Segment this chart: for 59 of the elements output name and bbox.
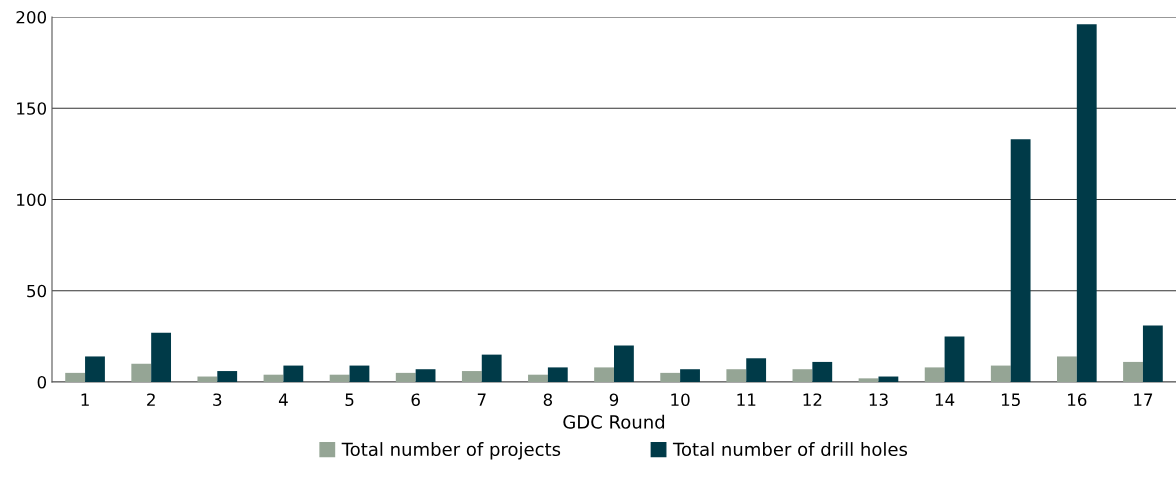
y-tick-label: 200 <box>16 10 47 24</box>
x-tick-label: 10 <box>671 393 690 407</box>
legend-label: Total number of projects <box>341 442 561 460</box>
bar <box>263 374 284 382</box>
legend-label: Total number of drill holes <box>672 442 908 457</box>
bar <box>283 365 304 382</box>
bar <box>65 372 86 382</box>
bar <box>528 374 548 382</box>
bar <box>131 363 152 382</box>
bar <box>858 378 879 382</box>
bar <box>746 358 767 382</box>
bar <box>792 369 813 382</box>
x-tick-label: 15 <box>1001 393 1020 407</box>
bar <box>878 376 899 382</box>
bar <box>660 372 681 382</box>
y-tick-label: 50 <box>27 284 47 298</box>
x-tick-label: 13 <box>869 393 888 407</box>
x-tick-label: 8 <box>543 393 553 407</box>
bar <box>1142 325 1163 382</box>
bar <box>349 365 370 382</box>
x-tick-label: 16 <box>1068 393 1087 407</box>
bar <box>415 369 436 382</box>
bar <box>197 376 218 382</box>
bar <box>1056 356 1077 382</box>
bar <box>481 354 502 382</box>
x-axis-title: GDC Round <box>563 414 665 429</box>
y-tick-label: 150 <box>17 102 47 115</box>
x-tick-label: 2 <box>147 393 155 406</box>
bar <box>726 369 747 382</box>
bar <box>329 374 350 382</box>
x-tick-label: 14 <box>935 393 955 406</box>
x-tick-label: 6 <box>411 393 420 407</box>
bar <box>594 367 614 382</box>
x-tick-label: 7 <box>477 393 486 406</box>
bar <box>395 372 416 382</box>
bar <box>1123 361 1143 382</box>
bar <box>217 371 238 382</box>
bar <box>924 367 945 382</box>
bar <box>547 367 568 382</box>
x-tick-label: 12 <box>803 393 822 406</box>
x-tick-label: 1 <box>81 393 89 406</box>
bar <box>151 332 172 382</box>
bar <box>1076 24 1097 382</box>
x-tick-label: 5 <box>345 393 354 407</box>
x-tick-label: 11 <box>737 393 756 406</box>
bar <box>461 371 482 382</box>
x-tick-label: 9 <box>609 393 619 407</box>
x-tick-label: 4 <box>278 393 288 406</box>
bar <box>85 356 105 382</box>
y-tick-label: 0 <box>37 375 47 389</box>
bar <box>812 361 833 382</box>
bar <box>1010 139 1031 382</box>
bar <box>990 365 1011 382</box>
bar <box>614 345 634 382</box>
x-tick-label: 17 <box>1134 393 1153 406</box>
bar <box>944 336 965 382</box>
bar <box>680 369 700 382</box>
x-tick-label: 3 <box>213 393 222 407</box>
y-tick-label: 100 <box>17 193 47 207</box>
